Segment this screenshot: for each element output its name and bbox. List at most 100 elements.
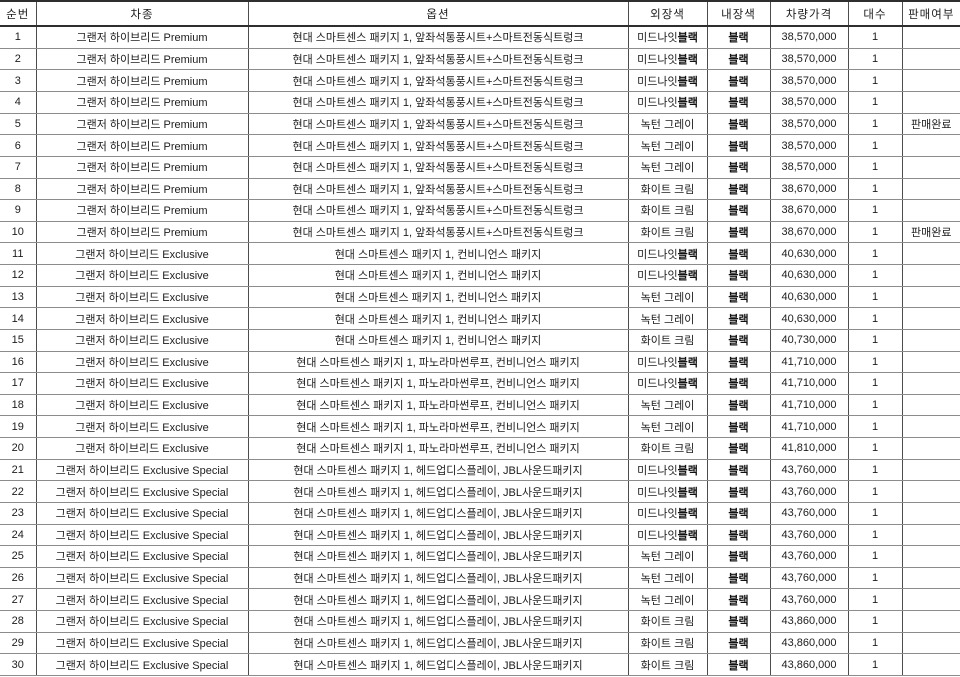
cell-exterior: 미드나잇블랙: [627, 372, 708, 395]
cell-price: 43,860,000: [769, 610, 849, 633]
cell-exterior: 화이트 크림: [627, 328, 708, 352]
cell-status: [901, 47, 960, 71]
cell-price: 40,730,000: [769, 328, 849, 352]
highlighted-term: 블랙: [677, 356, 698, 369]
cell-price: 43,760,000: [769, 480, 849, 503]
cell-option: 현대 스마트센스 패키지 1, 앞좌석통풍시트+스마트전동식트렁크: [247, 199, 629, 222]
cell-no: 20: [0, 437, 37, 460]
cell-model: 그랜저 하이브리드 Exclusive Special: [35, 545, 249, 568]
cell-qty: 1: [847, 134, 903, 157]
cell-option: 현대 스마트센스 패키지 1, 헤드업디스플레이, JBL사운드패키지: [247, 545, 629, 568]
cell-model: 그랜저 하이브리드 Exclusive: [35, 285, 249, 309]
cell-status: 판매완료: [901, 112, 960, 136]
cell-status: [901, 588, 960, 611]
cell-model: 그랜저 하이브리드 Exclusive: [35, 328, 249, 352]
cell-model: 그랜저 하이브리드 Exclusive Special: [35, 588, 249, 611]
cell-price: 40,630,000: [769, 307, 849, 330]
cell-option: 현대 스마트센스 패키지 1, 파노라마썬루프, 컨비니언스 패키지: [247, 393, 629, 417]
cell-price: 40,630,000: [769, 264, 849, 287]
cell-status: [901, 545, 960, 568]
highlighted-term: 블랙: [728, 486, 749, 499]
cell-interior: 블랙: [706, 653, 771, 676]
cell-price: 43,760,000: [769, 588, 849, 611]
cell-interior: 블랙: [706, 47, 771, 71]
cell-interior: 블랙: [706, 69, 771, 92]
cell-model: 그랜저 하이브리드 Premium: [35, 69, 249, 92]
cell-price: 43,760,000: [769, 501, 849, 525]
cell-interior: 블랙: [706, 177, 771, 201]
cell-option: 현대 스마트센스 패키지 1, 컨비니언스 패키지: [247, 307, 629, 330]
cell-price: 40,630,000: [769, 285, 849, 309]
cell-interior: 블랙: [706, 307, 771, 330]
highlighted-term: 블랙: [728, 335, 749, 348]
cell-status: [901, 134, 960, 157]
cell-option: 현대 스마트센스 패키지 1, 헤드업디스플레이, JBL사운드패키지: [247, 523, 629, 547]
cell-exterior: 녹턴 그레이: [627, 415, 708, 438]
cell-qty: 1: [847, 177, 903, 201]
cell-no: 6: [0, 134, 37, 157]
highlighted-term: 블랙: [677, 486, 698, 499]
cell-price: 41,810,000: [769, 437, 849, 460]
cell-status: [901, 199, 960, 222]
cell-status: [901, 372, 960, 395]
cell-no: 8: [0, 177, 37, 201]
cell-option: 현대 스마트센스 패키지 1, 헤드업디스플레이, JBL사운드패키지: [247, 631, 629, 655]
table-row: 2 그랜저 하이브리드 Premium 현대 스마트센스 패키지 1, 앞좌석통풍시…: [0, 47, 960, 71]
column-header-status: 판매여부: [901, 0, 960, 27]
cell-interior: 블랙: [706, 545, 771, 568]
highlighted-term: 블랙: [728, 616, 749, 629]
cell-interior: 블랙: [706, 610, 771, 633]
cell-qty: 1: [847, 480, 903, 503]
cell-qty: 1: [847, 220, 903, 244]
cell-price: 38,570,000: [769, 134, 849, 157]
cell-exterior: 녹턴 그레이: [627, 155, 708, 179]
cell-option: 현대 스마트센스 패키지 1, 파노라마썬루프, 컨비니언스 패키지: [247, 350, 629, 374]
cell-option: 현대 스마트센스 패키지 1, 헤드업디스플레이, JBL사운드패키지: [247, 588, 629, 611]
cell-model: 그랜저 하이브리드 Exclusive: [35, 437, 249, 460]
cell-status: [901, 69, 960, 92]
table-row: 9 그랜저 하이브리드 Premium 현대 스마트센스 패키지 1, 앞좌석통풍시…: [0, 199, 960, 222]
cell-option: 현대 스마트센스 패키지 1, 헤드업디스플레이, JBL사운드패키지: [247, 653, 629, 676]
cell-no: 24: [0, 523, 37, 547]
highlighted-term: 블랙: [728, 75, 749, 88]
table-row: 14 그랜저 하이브리드 Exclusive 현대 스마트센스 패키지 1, 컨비니…: [0, 307, 960, 330]
cell-price: 43,860,000: [769, 653, 849, 676]
cell-model: 그랜저 하이브리드 Exclusive Special: [35, 501, 249, 525]
cell-exterior: 녹턴 그레이: [627, 285, 708, 309]
cell-price: 41,710,000: [769, 350, 849, 374]
cell-option: 현대 스마트센스 패키지 1, 앞좌석통풍시트+스마트전동식트렁크: [247, 69, 629, 92]
cell-no: 29: [0, 631, 37, 655]
cell-interior: 블랙: [706, 155, 771, 179]
cell-price: 41,710,000: [769, 415, 849, 438]
cell-no: 14: [0, 307, 37, 330]
cell-model: 그랜저 하이브리드 Exclusive Special: [35, 610, 249, 633]
cell-model: 그랜저 하이브리드 Premium: [35, 25, 249, 49]
highlighted-term: 블랙: [728, 227, 749, 240]
cell-option: 현대 스마트센스 패키지 1, 헤드업디스플레이, JBL사운드패키지: [247, 501, 629, 525]
cell-qty: 1: [847, 372, 903, 395]
cell-status: [901, 285, 960, 309]
cell-no: 25: [0, 545, 37, 568]
column-header-option: 옵션: [247, 0, 629, 27]
cell-no: 16: [0, 350, 37, 374]
highlighted-term: 블랙: [728, 162, 749, 175]
cell-model: 그랜저 하이브리드 Exclusive Special: [35, 458, 249, 482]
cell-qty: 1: [847, 25, 903, 49]
highlighted-term: 블랙: [677, 97, 698, 110]
cell-exterior: 미드나잇블랙: [627, 264, 708, 287]
table-row: 8 그랜저 하이브리드 Premium 현대 스마트센스 패키지 1, 앞좌석통풍시…: [0, 177, 960, 201]
cell-price: 38,670,000: [769, 199, 849, 222]
cell-option: 현대 스마트센스 패키지 1, 앞좌석통풍시트+스마트전동식트렁크: [247, 91, 629, 114]
cell-no: 4: [0, 91, 37, 114]
cell-qty: 1: [847, 588, 903, 611]
cell-model: 그랜저 하이브리드 Premium: [35, 155, 249, 179]
cell-price: 38,570,000: [769, 47, 849, 71]
highlighted-term: 블랙: [728, 183, 749, 196]
cell-status: [901, 631, 960, 655]
cell-status: [901, 328, 960, 352]
highlighted-term: 블랙: [677, 270, 698, 283]
highlighted-term: 블랙: [677, 75, 698, 88]
highlighted-term: 블랙: [728, 659, 749, 672]
cell-no: 30: [0, 653, 37, 676]
cell-no: 9: [0, 199, 37, 222]
